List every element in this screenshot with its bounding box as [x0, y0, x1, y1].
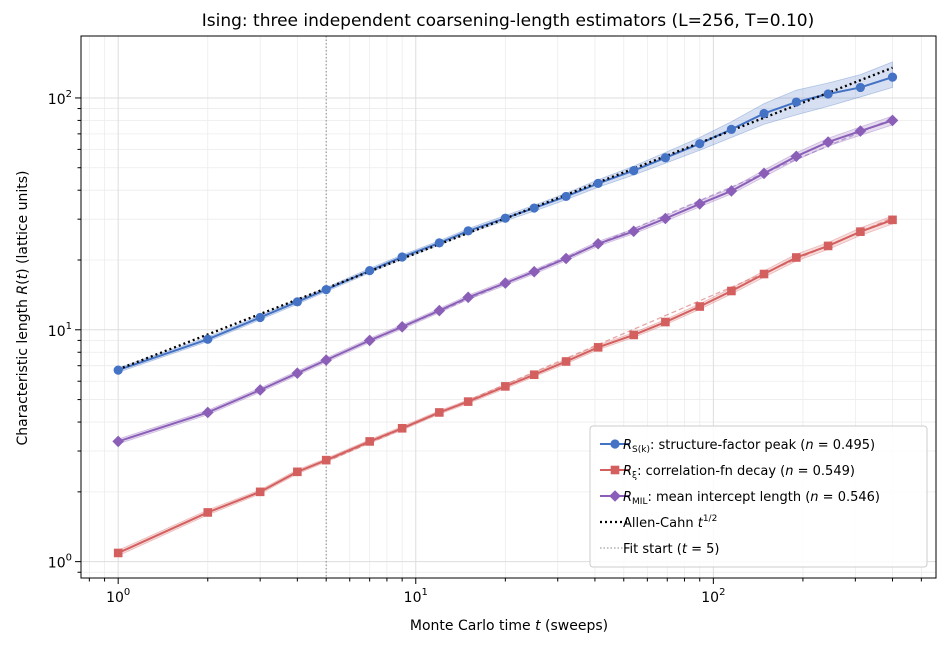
legend-label-1: Rξ: correlation-fn decay (n = 0.549): [623, 464, 855, 481]
series-0-point: [321, 285, 331, 295]
series-0-point: [726, 124, 737, 134]
legend-marker-1: [610, 465, 620, 475]
series-1-point: [888, 215, 897, 225]
series-0-point: [500, 213, 510, 223]
series-1-point: [255, 487, 265, 497]
series-1-point: [529, 370, 539, 380]
series-1-point: [113, 548, 123, 558]
y-axis-ticks: 100 101 102: [48, 89, 81, 573]
series-2-point: [822, 136, 834, 148]
series-2-point: [886, 114, 899, 127]
series-0-point: [561, 191, 571, 202]
series-1-point: [593, 343, 603, 352]
series-line-1: [117, 218, 893, 554]
series-1-point: [435, 408, 444, 417]
x-tick-label: 101: [404, 587, 428, 606]
series-1-point: [321, 455, 331, 465]
y-tick-label: 100: [48, 553, 72, 572]
series-1-point: [203, 508, 213, 517]
legend-label-fit-start: Fit start (t = 5): [623, 542, 719, 557]
legend-label-allen-cahn: Allen-Cahn t1/2: [623, 514, 717, 531]
series-0-point: [365, 266, 375, 276]
series-0-point: [113, 365, 123, 375]
series-0-point: [203, 334, 213, 344]
series-2-point: [659, 212, 672, 225]
series-2-point: [693, 198, 706, 210]
series-1-point: [792, 253, 801, 262]
series-2-point: [499, 277, 512, 289]
chart-title: Ising: three independent coarsening-leng…: [202, 11, 815, 31]
x-tick-label: 100: [106, 587, 130, 606]
series-2-point: [592, 237, 604, 250]
series-2-point: [758, 167, 770, 180]
series-1-point: [759, 269, 769, 279]
series-1-point: [293, 467, 302, 477]
series-0-point: [660, 153, 670, 163]
series-0-point: [759, 108, 769, 119]
series-1-point: [695, 302, 705, 311]
series-1-point: [661, 317, 670, 327]
series-1-point: [397, 423, 407, 433]
series-0-point: [629, 165, 639, 176]
data-markers: [112, 72, 899, 558]
x-axis-label: Monte Carlo time t (sweeps): [410, 618, 608, 634]
series-2-point: [627, 225, 640, 238]
y-tick-label: 101: [48, 321, 72, 340]
series-0-point: [823, 89, 833, 99]
series-2-point: [112, 435, 124, 448]
legend-box: [589, 425, 928, 568]
series-2-point: [291, 367, 304, 379]
series-0-point: [695, 139, 705, 149]
y-tick-label: 102: [48, 89, 72, 108]
legend-marker-0: [610, 439, 620, 449]
plot-frame: [80, 35, 937, 579]
series-1-point: [727, 286, 736, 296]
series-2-point: [254, 384, 266, 396]
y-axis-label: Characteristic length R(t) (lattice unit…: [15, 171, 31, 446]
x-tick-label: 102: [701, 587, 725, 606]
series-2-point: [725, 185, 738, 197]
legend-marker-2: [609, 490, 621, 502]
series-lines: [117, 76, 893, 554]
series-2-point: [363, 334, 376, 347]
series-0-point: [593, 178, 603, 188]
series-line-0: [117, 76, 893, 372]
legend-label-0: RS(k): structure-factor peak (n = 0.495): [623, 438, 875, 455]
series-1-point: [501, 382, 510, 391]
series-1-point: [823, 241, 833, 251]
series-0-point: [529, 203, 539, 213]
series-2-point: [462, 291, 474, 304]
series-0-point: [434, 238, 444, 248]
series-2-point: [396, 321, 408, 333]
legend-label-2: RMIL: mean intercept length (n = 0.546): [623, 490, 880, 507]
series-2-point: [790, 150, 803, 163]
series-1-point: [365, 437, 374, 446]
series-2-point: [560, 252, 572, 265]
series-0-point: [255, 312, 265, 323]
series-0-point: [855, 82, 866, 93]
series-0-point: [292, 297, 302, 307]
series-0-point: [397, 252, 407, 262]
legend: RS(k): structure-factor peak (n = 0.495)…: [589, 425, 928, 568]
series-2-point: [433, 304, 446, 317]
series-0-point: [791, 97, 801, 107]
series-2-point: [201, 406, 214, 419]
series-0-point: [463, 226, 473, 236]
series-line-2: [117, 119, 893, 443]
series-2-point: [320, 354, 332, 366]
series-2-point: [854, 125, 867, 137]
series-1-point: [629, 330, 639, 340]
series-1-point: [561, 357, 571, 366]
series-2-point: [528, 265, 540, 278]
series-0-point: [887, 72, 898, 82]
series-1-point: [463, 397, 473, 406]
x-axis-ticks: 100 101 102: [88, 578, 922, 606]
series-1-point: [856, 227, 865, 236]
